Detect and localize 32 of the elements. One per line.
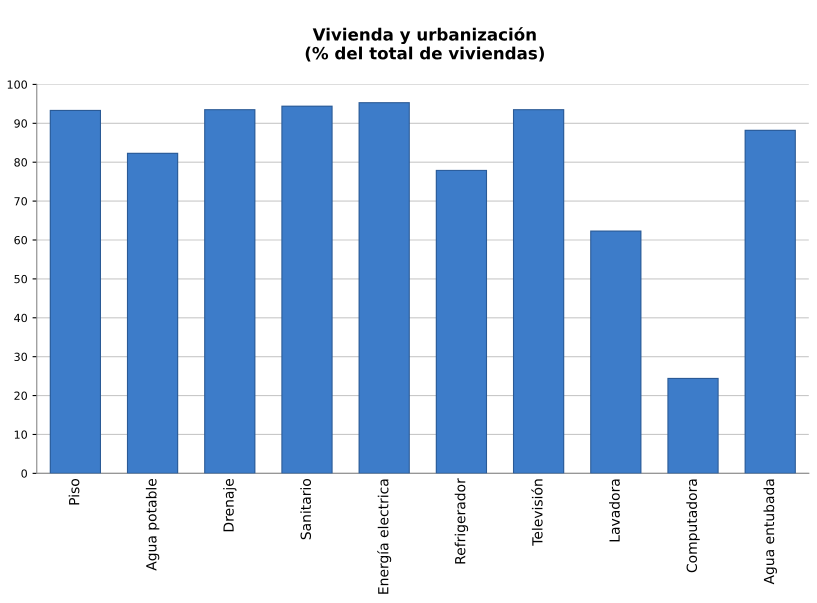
bar <box>358 102 410 474</box>
x-tick-label: Energía electrica <box>377 479 392 594</box>
x-tick-label: Sanitario <box>300 478 312 540</box>
x-tick-label: Agua entubada <box>764 479 777 584</box>
bar <box>126 152 178 474</box>
y-tick-label: 50 <box>14 274 27 284</box>
x-tick-label: Drenaje <box>223 478 236 532</box>
y-tick-label: 10 <box>14 430 27 439</box>
bar <box>50 110 102 474</box>
y-tick-label: 0 <box>21 469 27 478</box>
bar <box>512 109 564 474</box>
x-tick-label: Televisión <box>531 479 543 546</box>
chart-title: Vivienda y urbanización (% del total de viviendas) <box>306 27 544 62</box>
y-tick-label: 20 <box>14 392 27 400</box>
x-tick-label: Lavadora <box>609 479 620 542</box>
x-tick-label: Piso <box>68 478 80 505</box>
bar <box>744 130 796 474</box>
y-tick-label: 70 <box>14 197 27 206</box>
y-tick-label: 40 <box>14 314 27 322</box>
y-tick-label: 90 <box>14 119 27 128</box>
bar <box>436 170 488 474</box>
bar <box>590 230 642 474</box>
bar <box>281 106 333 474</box>
y-tick-label: 60 <box>14 236 27 244</box>
y-tick-label: 100 <box>8 80 27 89</box>
bar <box>204 109 256 474</box>
x-tick-label: Agua potable <box>146 478 160 571</box>
y-tick-label: 80 <box>14 158 27 167</box>
x-tick-label: Computadora <box>686 479 700 572</box>
y-tick-label: 30 <box>14 352 27 362</box>
bar <box>667 378 719 474</box>
x-tick-label: Refrigerador <box>454 478 468 564</box>
